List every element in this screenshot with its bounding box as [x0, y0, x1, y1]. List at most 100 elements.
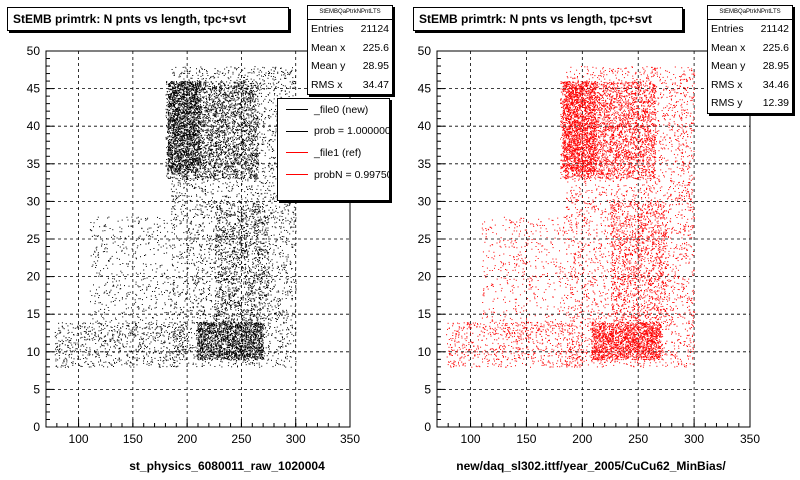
scatter-point [175, 86, 177, 88]
scatter-point [187, 165, 189, 167]
scatter-point [177, 134, 179, 136]
scatter-point [195, 335, 197, 336]
scatter-point [179, 84, 181, 86]
scatter-point [186, 105, 188, 107]
scatter-point [220, 160, 222, 162]
scatter-point [168, 142, 169, 143]
scatter-point [222, 121, 224, 123]
scatter-point [252, 152, 254, 154]
scatter-point [227, 138, 229, 140]
scatter-point [209, 104, 211, 106]
scatter-point [196, 160, 198, 162]
scatter-point [193, 178, 195, 180]
scatter-point [235, 176, 237, 178]
scatter-point [188, 112, 190, 114]
scatter-point [221, 141, 223, 142]
scatter-point [191, 145, 193, 147]
scatter-point [255, 148, 257, 150]
scatter-point [179, 155, 181, 157]
scatter-point [254, 339, 256, 341]
scatter-point [180, 111, 181, 113]
scatter-point [168, 161, 170, 163]
scatter-point [188, 143, 190, 144]
scatter-point [188, 99, 190, 101]
scatter-point [184, 151, 185, 153]
scatter-point [194, 128, 196, 130]
scatter-point [251, 91, 253, 93]
scatter-point [222, 338, 224, 340]
scatter-point [254, 178, 256, 180]
scatter-point [225, 176, 227, 178]
scatter-point [244, 101, 246, 103]
scatter-point [184, 125, 185, 127]
scatter-point [243, 151, 245, 153]
scatter-point [199, 142, 201, 143]
scatter-point [168, 95, 169, 97]
scatter-point [189, 106, 191, 107]
scatter-point [219, 135, 221, 137]
scatter-point [191, 86, 193, 88]
scatter-point [194, 86, 196, 88]
scatter-point [215, 133, 217, 135]
scatter-point [179, 90, 181, 92]
scatter-point [247, 162, 249, 164]
scatter-point [253, 105, 254, 107]
scatter-point [173, 86, 175, 88]
scatter-point [195, 138, 197, 140]
scatter-point [167, 118, 169, 120]
scatter-point [171, 85, 173, 87]
scatter-point [250, 343, 252, 345]
scatter-point [235, 157, 237, 159]
scatter-point [207, 334, 209, 335]
scatter-point [177, 99, 179, 101]
scatter-point [220, 356, 222, 358]
scatter-point [233, 173, 235, 175]
scatter-point [186, 167, 188, 169]
scatter-point [173, 112, 175, 114]
scatter-point [207, 177, 209, 179]
scatter-point [193, 164, 195, 166]
scatter-point [197, 351, 199, 353]
scatter-point [197, 145, 199, 147]
scatter-point [191, 94, 193, 96]
scatter-point [199, 164, 201, 166]
scatter-point [209, 171, 211, 173]
scatter-point [194, 152, 196, 154]
scatter-point [247, 136, 249, 138]
scatter-point [168, 165, 170, 167]
scatter-point [186, 159, 188, 161]
scatter-point [193, 112, 195, 114]
scatter-point [200, 137, 202, 139]
scatter-point [179, 167, 181, 169]
scatter-point [221, 95, 223, 97]
scatter-point [208, 121, 210, 123]
scatter-point [167, 151, 169, 153]
scatter-point [219, 171, 221, 173]
scatter-point [212, 105, 214, 107]
scatter-point [186, 86, 188, 87]
scatter-point [176, 166, 177, 168]
scatter-point [222, 145, 224, 147]
scatter-point [196, 158, 198, 160]
scatter-point [223, 343, 224, 345]
scatter-point [224, 163, 226, 165]
scatter-point [172, 166, 174, 168]
scatter-point [180, 81, 182, 83]
scatter-point [178, 109, 180, 111]
scatter-point [180, 85, 182, 87]
scatter-point [254, 155, 256, 157]
scatter-point [194, 149, 196, 150]
scatter-point [199, 121, 201, 123]
scatter-point [172, 126, 174, 128]
scatter-point [212, 134, 213, 136]
scatter-point [176, 128, 178, 130]
scatter-point [184, 87, 186, 89]
scatter-point [170, 126, 172, 128]
scatter-point [185, 81, 187, 83]
scatter-point [196, 84, 198, 86]
scatter-point [242, 98, 244, 99]
scatter-point [191, 96, 193, 98]
scatter-point [202, 129, 204, 131]
scatter-point [167, 104, 169, 106]
scatter-point [220, 154, 222, 156]
